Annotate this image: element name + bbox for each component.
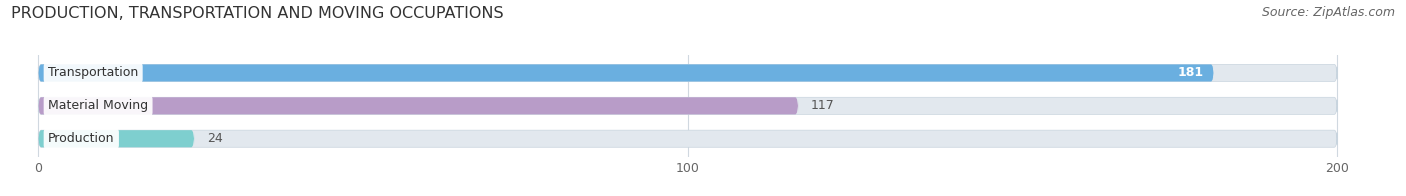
Text: Transportation: Transportation	[48, 66, 138, 79]
Text: Material Moving: Material Moving	[48, 99, 148, 112]
FancyBboxPatch shape	[38, 97, 799, 114]
FancyBboxPatch shape	[38, 130, 194, 147]
FancyBboxPatch shape	[38, 64, 1337, 82]
Text: Source: ZipAtlas.com: Source: ZipAtlas.com	[1261, 6, 1395, 19]
Text: 181: 181	[1178, 66, 1204, 79]
Text: PRODUCTION, TRANSPORTATION AND MOVING OCCUPATIONS: PRODUCTION, TRANSPORTATION AND MOVING OC…	[11, 6, 503, 21]
Text: Production: Production	[48, 132, 114, 145]
FancyBboxPatch shape	[38, 130, 1337, 147]
FancyBboxPatch shape	[38, 97, 1337, 114]
Text: 117: 117	[811, 99, 835, 112]
Text: 24: 24	[207, 132, 224, 145]
FancyBboxPatch shape	[38, 64, 1213, 82]
